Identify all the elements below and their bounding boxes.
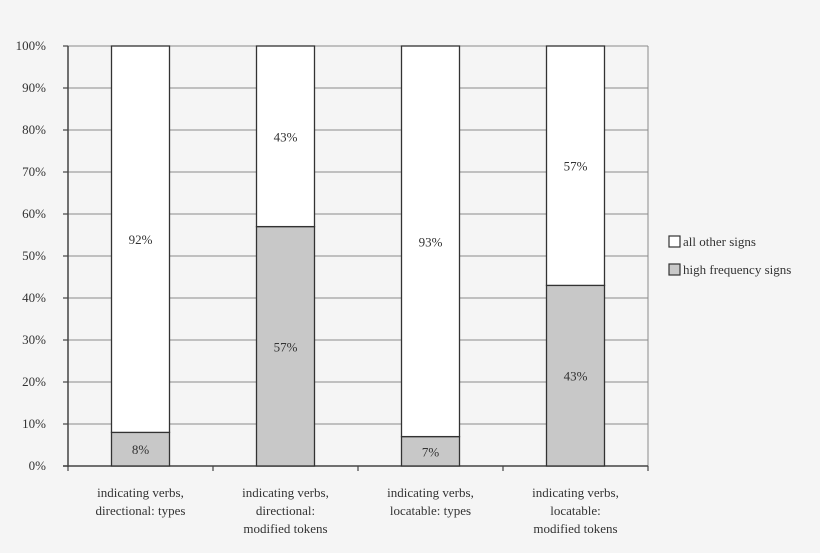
data-label: 57% bbox=[564, 159, 588, 174]
y-tick-label: 90% bbox=[22, 80, 46, 95]
bar-segment bbox=[255, 225, 316, 467]
data-label: 7% bbox=[422, 444, 440, 459]
x-tick-label: modified tokens bbox=[243, 521, 327, 536]
data-label: 57% bbox=[274, 339, 298, 354]
x-tick-label: indicating verbs, bbox=[97, 485, 184, 500]
data-label: 8% bbox=[132, 442, 150, 457]
y-tick-label: 60% bbox=[22, 206, 46, 221]
y-tick-label: 20% bbox=[22, 374, 46, 389]
bar-segment bbox=[400, 45, 461, 438]
data-label: 93% bbox=[419, 234, 443, 249]
x-tick-label: modified tokens bbox=[533, 521, 617, 536]
x-tick-label: directional: bbox=[256, 503, 315, 518]
y-tick-label: 0% bbox=[29, 458, 47, 473]
legend-label: all other signs bbox=[683, 234, 756, 249]
x-tick-label: indicating verbs, bbox=[532, 485, 619, 500]
y-tick-label: 70% bbox=[22, 164, 46, 179]
data-label: 92% bbox=[129, 232, 153, 247]
bar-segment bbox=[400, 435, 461, 467]
x-tick-label: locatable: types bbox=[390, 503, 471, 518]
y-tick-label: 30% bbox=[22, 332, 46, 347]
legend-swatch bbox=[668, 263, 681, 276]
y-tick-label: 100% bbox=[16, 38, 47, 53]
y-tick-label: 10% bbox=[22, 416, 46, 431]
bar-segment bbox=[110, 431, 171, 467]
bar-segment bbox=[110, 45, 171, 434]
legend-swatch bbox=[668, 235, 681, 248]
y-tick-label: 80% bbox=[22, 122, 46, 137]
y-tick-label: 40% bbox=[22, 290, 46, 305]
bar-segment bbox=[545, 45, 606, 287]
y-tick-label: 50% bbox=[22, 248, 46, 263]
x-tick-label: indicating verbs, bbox=[242, 485, 329, 500]
bar-segment bbox=[255, 45, 316, 228]
x-tick-label: locatable: bbox=[550, 503, 601, 518]
legend-label: high frequency signs bbox=[683, 262, 791, 277]
data-label: 43% bbox=[564, 369, 588, 384]
data-label: 43% bbox=[274, 129, 298, 144]
x-tick-label: directional: types bbox=[96, 503, 186, 518]
bar-segment bbox=[545, 284, 606, 467]
x-tick-label: indicating verbs, bbox=[387, 485, 474, 500]
